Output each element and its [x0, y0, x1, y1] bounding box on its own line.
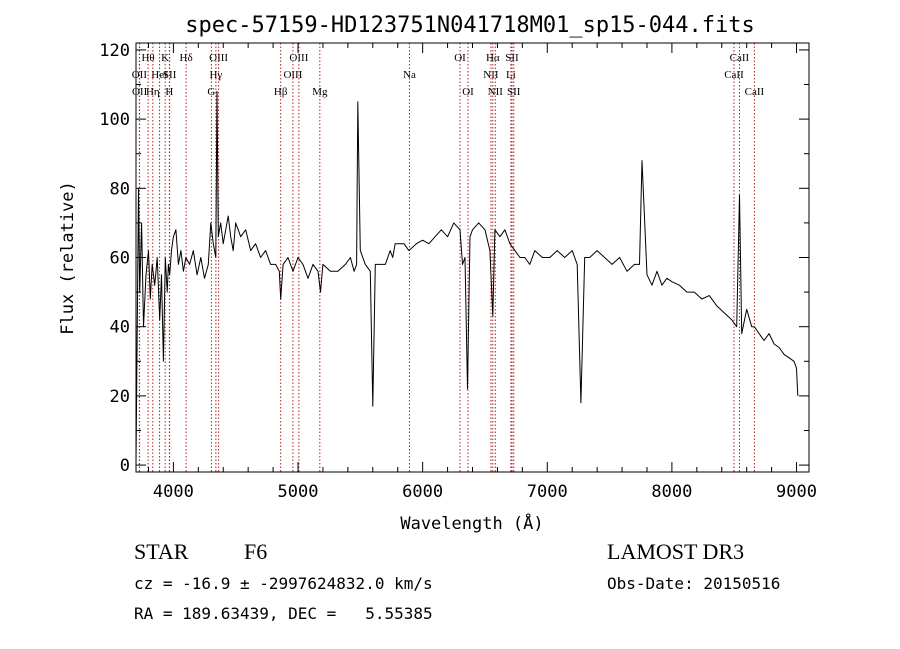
y-tick-label-4: 80: [110, 179, 130, 199]
x-axis-label: Wavelength (Å): [400, 512, 543, 534]
chart-title: spec-57159-HD123751N041718M01_sp15-044.f…: [185, 13, 755, 38]
marker-label-8: Hδ: [180, 52, 193, 64]
x-tick-label-4: 8000: [651, 482, 692, 502]
marker-label-5: K: [161, 52, 169, 64]
marker-label-19: NII: [483, 69, 499, 81]
marker-label-9: G: [207, 86, 215, 98]
x-tick-label-1: 5000: [278, 482, 319, 502]
marker-label-7: H: [165, 86, 173, 98]
marker-label-3: Hη: [146, 86, 160, 98]
spectrum-series: [135, 90, 799, 466]
x-tick-label-0: 4000: [153, 482, 194, 502]
marker-label-20: Hα: [486, 52, 500, 64]
marker-label-18: OI: [462, 86, 474, 98]
marker-label-21: NII: [488, 86, 504, 98]
marker-label-23: Li: [506, 69, 516, 81]
x-tick-label-2: 6000: [402, 482, 443, 502]
y-tick-label-5: 100: [99, 110, 130, 130]
marker-label-13: OIII: [283, 69, 302, 81]
marker-label-17: OI: [454, 52, 466, 64]
marker-label-25: CaII: [724, 69, 744, 81]
axis-ticks: 4000 5000 6000 7000 8000 9000 0 20 40 60 80 100 120: [99, 41, 817, 502]
x-tick-label-5: 9000: [776, 482, 817, 502]
survey-name: LAMOST DR3: [607, 539, 745, 564]
marker-label-4: HeI: [151, 69, 168, 81]
y-tick-label-0: 0: [120, 456, 130, 476]
y-axis-label: Flux (relative): [58, 181, 78, 335]
marker-label-27: CaII: [745, 86, 765, 98]
spectral-subclass: F6: [244, 539, 268, 564]
marker-label-16: Na: [403, 69, 416, 81]
y-tick-label-2: 40: [110, 318, 130, 338]
y-tick-label-6: 120: [99, 41, 130, 61]
marker-label-12: Hβ: [274, 86, 288, 98]
marker-label-11: Hγ: [209, 69, 222, 81]
observation-date: Obs-Date: 20150516: [607, 574, 781, 593]
marker-label-26: CaII: [730, 52, 750, 64]
redshift-velocity: cz = -16.9 ± -2997624832.0 km/s: [134, 574, 433, 593]
y-tick-label-3: 60: [110, 249, 130, 269]
coordinates: RA = 189.63439, DEC = 5.55385: [134, 604, 433, 623]
marker-label-10: OIII: [209, 52, 228, 64]
marker-label-14: OIII: [289, 52, 308, 64]
x-tick-label-3: 7000: [527, 482, 568, 502]
line-markers: OIIOIIHθHηHeIKSIIHHδGOIIIHγHβOIIIOIIIMgN…: [132, 43, 765, 472]
marker-label-2: Hθ: [141, 52, 154, 64]
y-tick-label-1: 20: [110, 387, 130, 407]
spectrum-line: [135, 90, 799, 466]
marker-label-24: SII: [507, 86, 521, 98]
object-type: STAR: [134, 539, 189, 564]
marker-label-22: SII: [505, 52, 519, 64]
marker-label-15: Mg: [312, 86, 328, 98]
plot-frame: [135, 42, 810, 473]
